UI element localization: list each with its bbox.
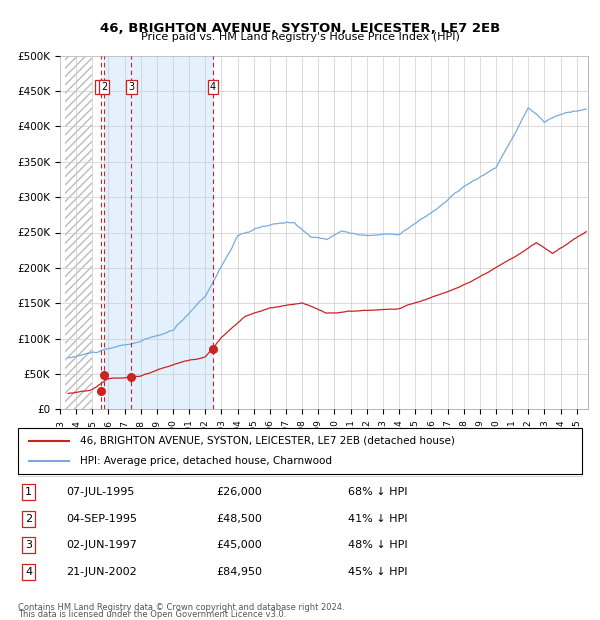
Text: £45,000: £45,000 <box>216 540 262 551</box>
Text: 1: 1 <box>25 487 32 497</box>
Text: 02-JUN-1997: 02-JUN-1997 <box>66 540 137 551</box>
Text: 48% ↓ HPI: 48% ↓ HPI <box>348 540 407 551</box>
Text: Contains HM Land Registry data © Crown copyright and database right 2024.: Contains HM Land Registry data © Crown c… <box>18 603 344 612</box>
Text: This data is licensed under the Open Government Licence v3.0.: This data is licensed under the Open Gov… <box>18 609 286 619</box>
Bar <box>104 56 213 409</box>
Text: 1: 1 <box>98 82 104 92</box>
Text: 07-JUL-1995: 07-JUL-1995 <box>66 487 134 497</box>
Text: £26,000: £26,000 <box>216 487 262 497</box>
Text: 4: 4 <box>25 567 32 577</box>
Text: 68% ↓ HPI: 68% ↓ HPI <box>348 487 407 497</box>
Bar <box>65 56 92 409</box>
Text: £84,950: £84,950 <box>216 567 262 577</box>
Text: 46, BRIGHTON AVENUE, SYSTON, LEICESTER, LE7 2EB: 46, BRIGHTON AVENUE, SYSTON, LEICESTER, … <box>100 22 500 35</box>
Text: 45% ↓ HPI: 45% ↓ HPI <box>348 567 407 577</box>
Text: 21-JUN-2002: 21-JUN-2002 <box>66 567 137 577</box>
Text: 3: 3 <box>25 540 32 551</box>
Text: 04-SEP-1995: 04-SEP-1995 <box>66 513 137 524</box>
Text: 3: 3 <box>128 82 134 92</box>
Text: £48,500: £48,500 <box>216 513 262 524</box>
Text: 41% ↓ HPI: 41% ↓ HPI <box>348 513 407 524</box>
Text: Price paid vs. HM Land Registry's House Price Index (HPI): Price paid vs. HM Land Registry's House … <box>140 32 460 42</box>
Text: 2: 2 <box>25 513 32 524</box>
FancyBboxPatch shape <box>18 428 582 474</box>
Text: 2: 2 <box>101 82 107 92</box>
Text: 4: 4 <box>210 82 216 92</box>
Text: HPI: Average price, detached house, Charnwood: HPI: Average price, detached house, Char… <box>80 456 332 466</box>
Text: 46, BRIGHTON AVENUE, SYSTON, LEICESTER, LE7 2EB (detached house): 46, BRIGHTON AVENUE, SYSTON, LEICESTER, … <box>80 436 455 446</box>
Bar <box>65 56 92 409</box>
